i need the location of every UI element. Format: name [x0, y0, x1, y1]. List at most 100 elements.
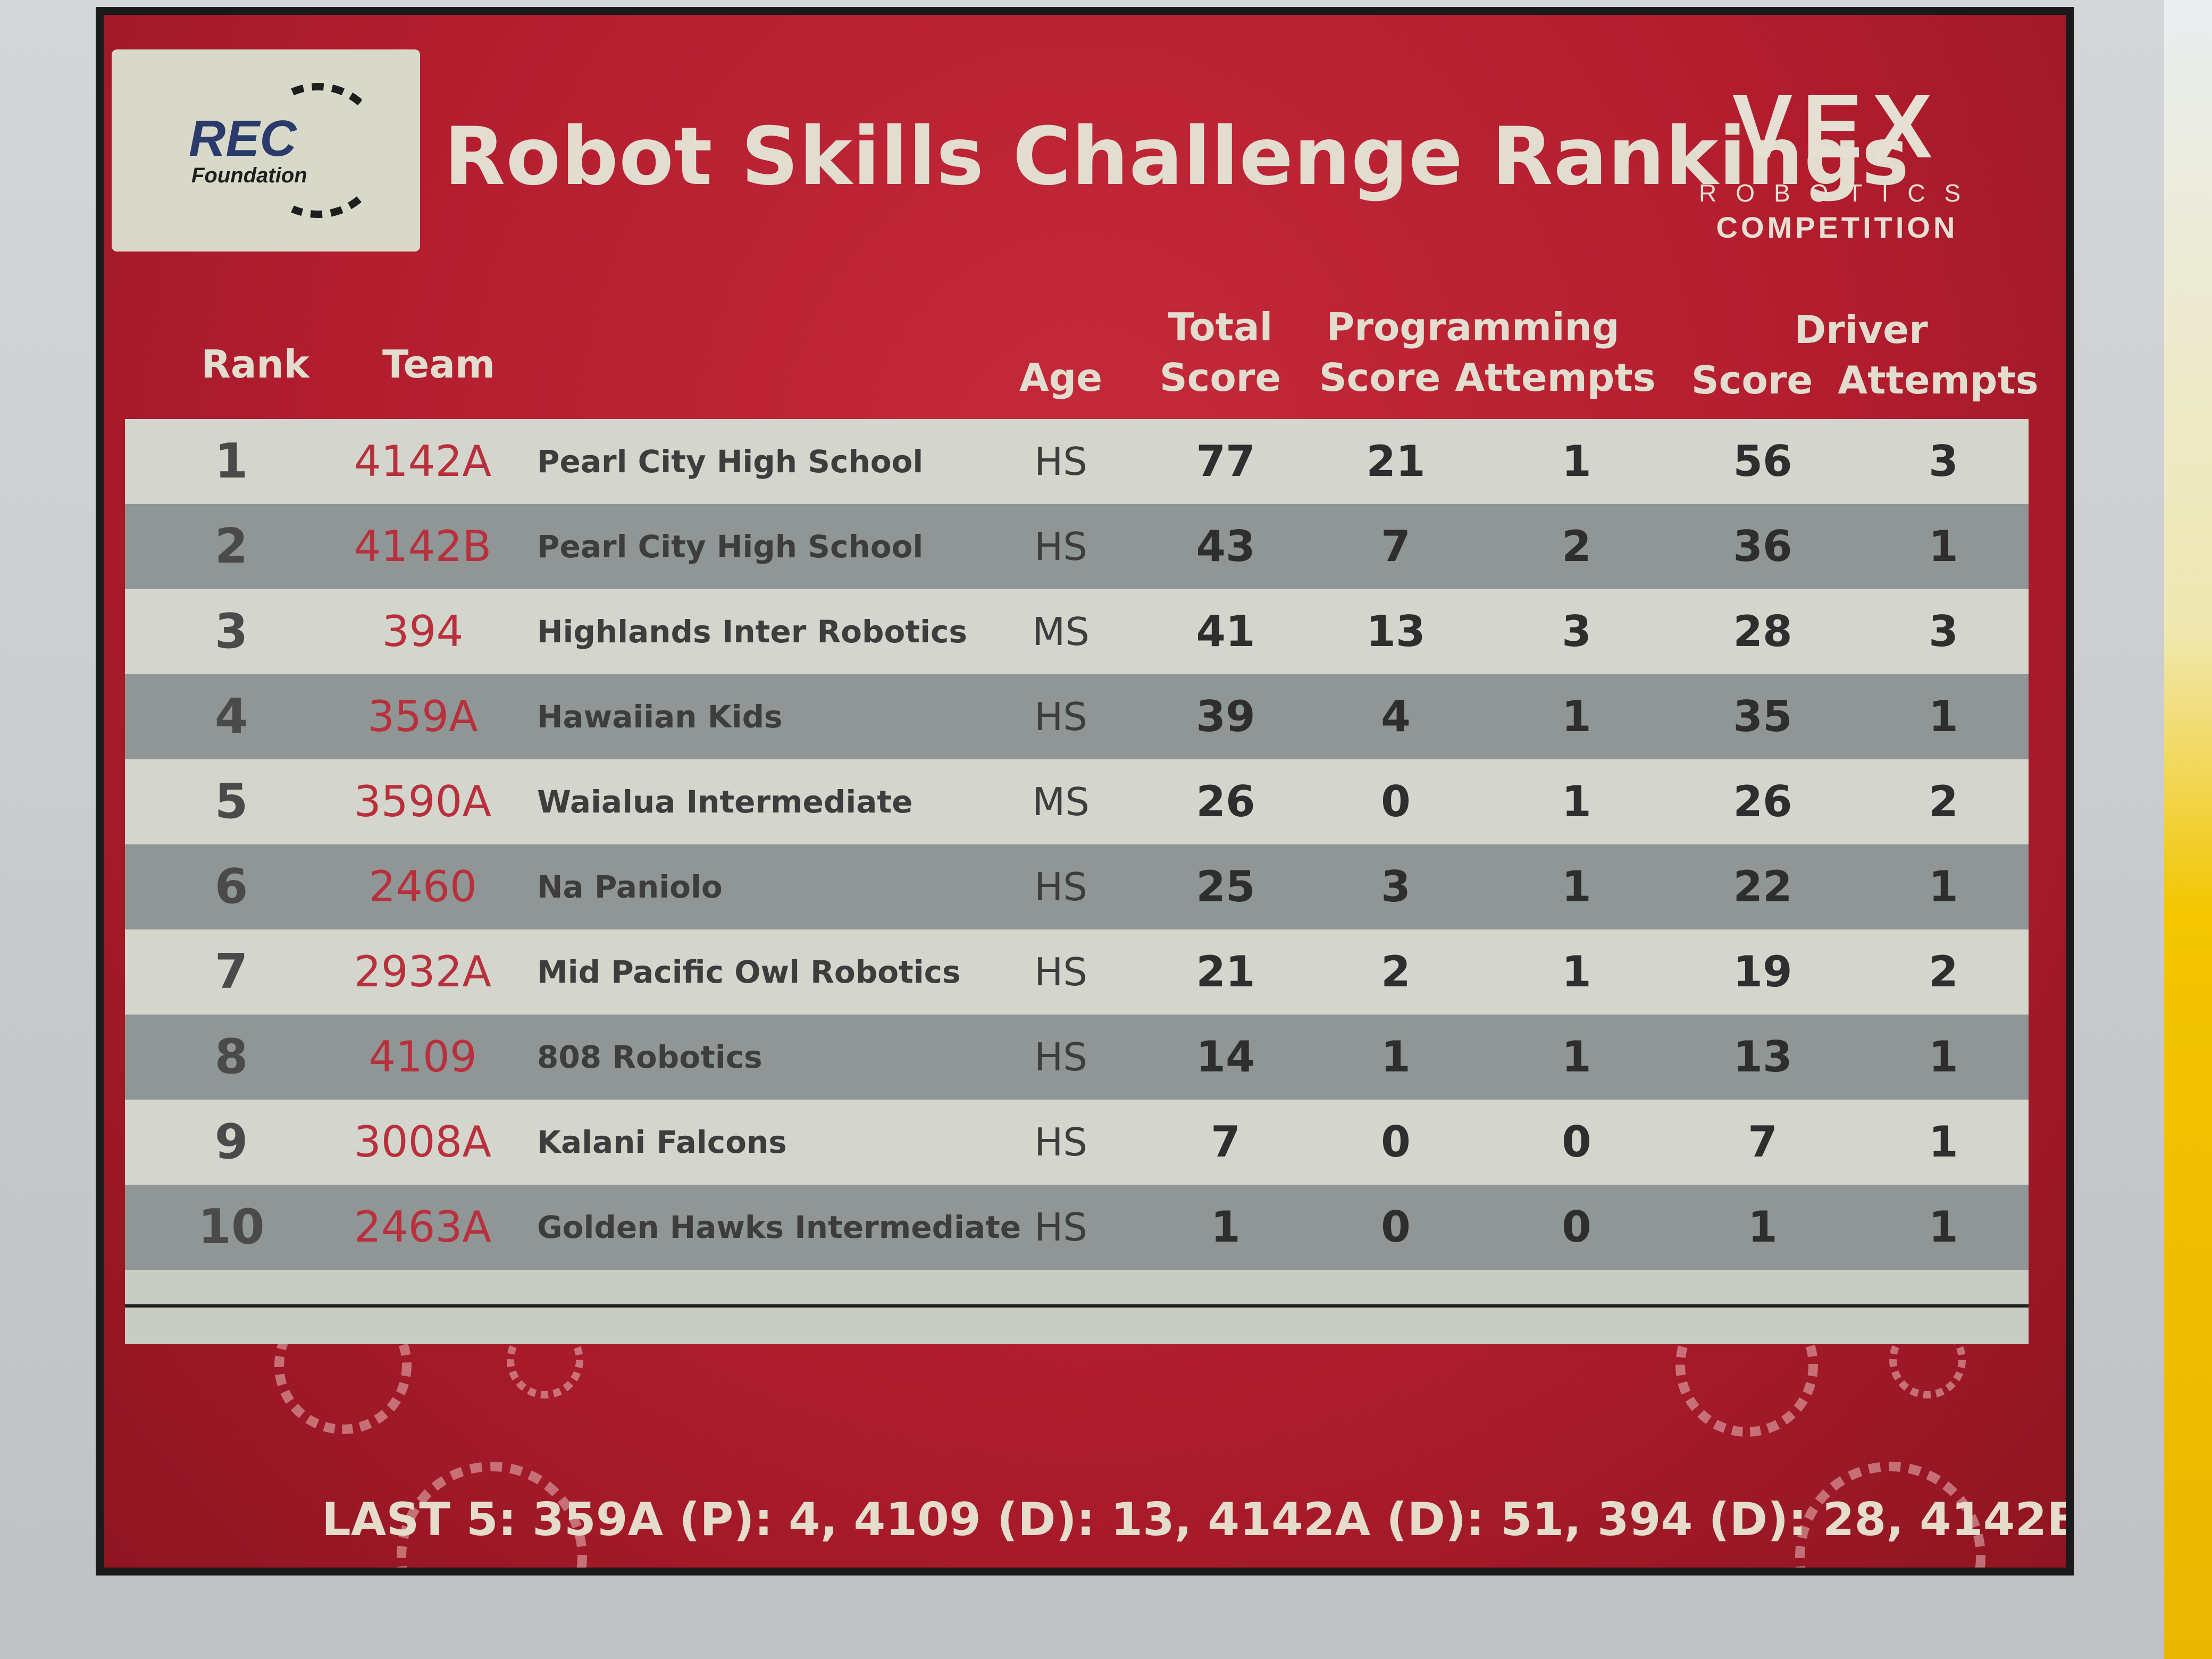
programming-score-cell: 21: [1366, 437, 1426, 486]
age-cell: HS: [1034, 1120, 1087, 1164]
school-name-cell: Pearl City High School: [537, 443, 924, 480]
team-number-cell: 359A: [367, 692, 478, 741]
school-name-cell: Kalani Falcons: [537, 1124, 787, 1160]
driver-score-cell: 1: [1748, 1202, 1778, 1252]
age-cell: HS: [1034, 439, 1087, 484]
driver-attempts-cell: 1: [1929, 522, 1958, 571]
age-cell: HS: [1034, 694, 1087, 739]
rank-cell: 10: [198, 1199, 265, 1255]
programming-score-cell: 3: [1381, 862, 1411, 911]
programming-score-cell: 0: [1381, 777, 1411, 826]
total-score-cell: 41: [1196, 607, 1255, 656]
rank-cell: 8: [214, 1029, 248, 1085]
driver-score-cell: 28: [1733, 607, 1792, 656]
table-row: 5 3590A Waialua Intermediate MS 26 0 1 2…: [125, 759, 2029, 844]
gear-icon: [274, 1344, 412, 1434]
column-group-driver: Driver: [1794, 307, 1928, 352]
total-score-cell: 1: [1211, 1202, 1241, 1252]
team-number-cell: 3008A: [354, 1117, 492, 1167]
page-title: Robot Skills Challenge Rankings: [444, 111, 1910, 203]
programming-attempts-cell: 0: [1562, 1117, 1591, 1167]
school-name-cell: Highlands Inter Robotics: [537, 614, 967, 650]
column-header-rank: Rank: [201, 342, 309, 387]
age-cell: MS: [1032, 780, 1090, 824]
team-number-cell: 2463A: [354, 1202, 492, 1252]
gear-icon: [507, 1344, 583, 1398]
team-number-cell: 4142A: [354, 437, 492, 486]
total-score-cell: 39: [1196, 692, 1255, 741]
school-name-cell: Mid Pacific Owl Robotics: [537, 954, 961, 990]
driver-attempts-cell: 2: [1929, 777, 1958, 826]
age-cell: HS: [1034, 1035, 1087, 1079]
driver-score-cell: 35: [1733, 692, 1792, 741]
vex-logo-competition: COMPETITION: [1716, 211, 1958, 244]
team-number-cell: 2932A: [354, 947, 492, 996]
vex-robotics-logo: VEX ROBOTICS COMPETITION: [1699, 76, 1975, 267]
table-row: 3 394 Highlands Inter Robotics MS 41 13 …: [125, 589, 2029, 674]
age-cell: HS: [1034, 524, 1087, 569]
total-score-cell: 14: [1196, 1032, 1255, 1082]
rank-cell: 6: [214, 859, 248, 915]
gear-icon: [1795, 1462, 1985, 1568]
team-number-cell: 394: [382, 607, 464, 656]
driver-attempts-cell: 3: [1929, 607, 1958, 656]
rec-gear-icon: REC Foundation: [189, 83, 362, 218]
school-name-cell: Golden Hawks Intermediate: [537, 1209, 1021, 1245]
table-row: 9 3008A Kalani Falcons HS 7 0 0 7 1: [125, 1100, 2029, 1185]
total-score-cell: 43: [1196, 522, 1255, 571]
programming-score-cell: 13: [1366, 607, 1426, 656]
gear-icon: [1889, 1344, 1966, 1398]
rec-foundation-logo: REC Foundation: [112, 49, 420, 252]
driver-score-cell: 36: [1733, 522, 1792, 571]
column-group-programming: Programming: [1326, 305, 1620, 349]
age-cell: HS: [1034, 1205, 1087, 1250]
table-row: 1 4142A Pearl City High School HS 77 21 …: [125, 419, 2029, 504]
driver-attempts-cell: 1: [1929, 862, 1958, 911]
driver-score-cell: 7: [1748, 1117, 1778, 1167]
programming-attempts-cell: 1: [1562, 947, 1591, 996]
age-cell: HS: [1034, 865, 1087, 909]
rank-cell: 4: [214, 689, 248, 744]
programming-score-cell: 4: [1381, 692, 1411, 741]
driver-score-cell: 13: [1733, 1032, 1792, 1082]
column-header-team: Team: [382, 342, 495, 387]
driver-score-cell: 56: [1733, 437, 1792, 486]
column-header-total-bottom: Score: [1159, 355, 1281, 400]
column-header-driver-attempts: Attempts: [1838, 358, 2039, 403]
team-number-cell: 2460: [368, 862, 477, 911]
table-row: 7 2932A Mid Pacific Owl Robotics HS 21 2…: [125, 929, 2029, 1015]
rec-logo-text: REC: [189, 110, 297, 167]
driver-attempts-cell: 2: [1929, 947, 1958, 996]
team-number-cell: 3590A: [354, 777, 492, 826]
programming-attempts-cell: 1: [1562, 862, 1591, 911]
rank-cell: 5: [214, 774, 248, 830]
rec-logo-subtext: Foundation: [191, 164, 307, 187]
driver-attempts-cell: 1: [1929, 1117, 1958, 1167]
driver-attempts-cell: 1: [1929, 1032, 1958, 1082]
driver-score-cell: 22: [1733, 862, 1792, 911]
school-name-cell: Hawaiian Kids: [537, 699, 783, 735]
rank-cell: 7: [214, 944, 248, 1000]
programming-score-cell: 0: [1381, 1117, 1411, 1167]
driver-score-cell: 19: [1733, 947, 1792, 996]
school-name-cell: Na Paniolo: [537, 869, 723, 905]
programming-attempts-cell: 1: [1562, 692, 1591, 741]
total-score-cell: 21: [1196, 947, 1255, 996]
team-number-cell: 4142B: [354, 522, 492, 571]
rank-cell: 2: [214, 518, 248, 574]
table-row: 2 4142B Pearl City High School HS 43 7 2…: [125, 504, 2029, 589]
column-header-programming-attempts: Attempts: [1455, 355, 1656, 400]
table-row: 10 2463A Golden Hawks Intermediate HS 1 …: [125, 1185, 2029, 1270]
age-cell: MS: [1032, 609, 1090, 654]
last-five-ticker: LAST 5: 359A (P): 4, 4109 (D): 13, 4142A…: [322, 1493, 2066, 1546]
programming-attempts-cell: 1: [1562, 1032, 1591, 1082]
rankings-display: REC Foundation Robot Skills Challenge Ra…: [104, 15, 2066, 1568]
rank-cell: 1: [214, 433, 248, 489]
programming-attempts-cell: 0: [1562, 1202, 1591, 1252]
column-header-age: Age: [1019, 355, 1103, 400]
gear-icon: [1675, 1344, 1818, 1437]
programming-score-cell: 1: [1381, 1032, 1411, 1082]
programming-attempts-cell: 3: [1562, 607, 1591, 656]
programming-score-cell: 7: [1381, 522, 1411, 571]
gear-icon: [397, 1462, 587, 1568]
